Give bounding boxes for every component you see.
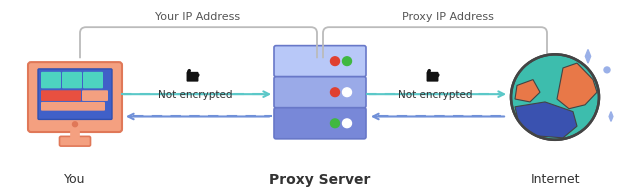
FancyBboxPatch shape	[274, 46, 366, 77]
FancyBboxPatch shape	[41, 90, 81, 101]
PathPatch shape	[586, 50, 591, 63]
FancyBboxPatch shape	[274, 77, 366, 108]
FancyBboxPatch shape	[274, 108, 366, 139]
Circle shape	[331, 119, 339, 128]
Text: Not encrypted: Not encrypted	[158, 90, 232, 100]
PathPatch shape	[557, 63, 597, 109]
Text: Proxy IP Address: Proxy IP Address	[402, 12, 494, 22]
Text: Not encrypted: Not encrypted	[398, 90, 472, 100]
Text: Your IP Address: Your IP Address	[155, 12, 240, 22]
Text: Internet: Internet	[530, 173, 580, 186]
FancyBboxPatch shape	[59, 136, 91, 146]
FancyBboxPatch shape	[82, 90, 108, 101]
Circle shape	[342, 119, 351, 128]
FancyBboxPatch shape	[83, 72, 103, 88]
FancyBboxPatch shape	[41, 72, 61, 88]
FancyBboxPatch shape	[41, 102, 105, 111]
Circle shape	[331, 88, 339, 97]
Circle shape	[511, 54, 599, 140]
FancyBboxPatch shape	[62, 72, 82, 88]
Text: You: You	[64, 173, 86, 186]
Circle shape	[342, 88, 351, 97]
PathPatch shape	[515, 80, 540, 102]
FancyBboxPatch shape	[28, 62, 122, 132]
PathPatch shape	[609, 112, 613, 121]
Circle shape	[72, 122, 78, 127]
Circle shape	[604, 67, 610, 73]
FancyBboxPatch shape	[38, 69, 112, 119]
Circle shape	[342, 57, 351, 66]
Text: Proxy Server: Proxy Server	[269, 173, 371, 187]
PathPatch shape	[515, 102, 577, 138]
FancyBboxPatch shape	[426, 72, 439, 82]
Circle shape	[331, 57, 339, 66]
FancyBboxPatch shape	[186, 72, 199, 82]
